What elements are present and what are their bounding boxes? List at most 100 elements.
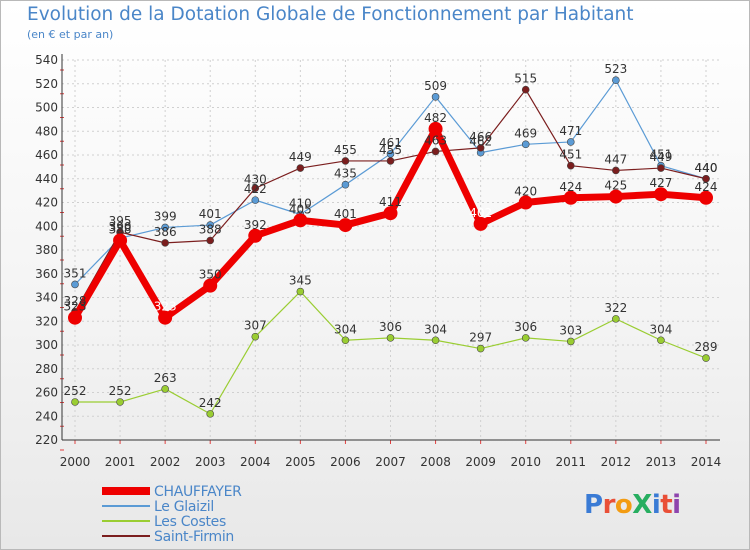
data-label: 509 <box>424 79 447 93</box>
data-label: 289 <box>695 340 718 354</box>
data-label: 440 <box>695 161 718 175</box>
data-point <box>521 140 530 149</box>
data-label: 304 <box>424 322 447 336</box>
data-label: 405 <box>289 202 312 216</box>
data-point <box>161 385 169 393</box>
data-point <box>158 310 173 325</box>
data-label: 424 <box>559 180 582 194</box>
y-tick-label: 340 <box>35 291 58 305</box>
data-point <box>653 187 668 202</box>
legend-label: CHAUFFAYER <box>154 484 242 500</box>
data-point <box>431 147 440 156</box>
data-label: 411 <box>379 195 402 209</box>
y-tick-label: 480 <box>35 124 58 138</box>
data-label: 328 <box>64 294 87 308</box>
data-label: 463 <box>424 133 447 147</box>
data-label: 388 <box>109 223 132 237</box>
data-point <box>341 336 350 345</box>
data-label: 462 <box>469 135 492 149</box>
legend-swatch-les-costes <box>102 520 150 522</box>
data-label: 399 <box>154 209 177 223</box>
data-point <box>612 76 620 84</box>
x-tick-label: 2003 <box>195 455 226 469</box>
y-tick-label: 460 <box>35 148 58 162</box>
x-tick-label: 2000 <box>60 455 91 469</box>
data-point <box>71 280 79 289</box>
data-point <box>338 218 353 233</box>
y-tick-label: 540 <box>35 53 58 67</box>
data-label: 252 <box>109 384 132 398</box>
legend-swatch-le-glaizil <box>102 505 150 507</box>
data-label: 252 <box>64 384 87 398</box>
data-point <box>248 228 263 243</box>
logo-letter: i <box>672 490 681 520</box>
data-point <box>296 287 305 296</box>
x-tick-label: 2013 <box>646 455 677 469</box>
data-point <box>383 206 398 221</box>
data-point <box>116 398 124 406</box>
data-label: 435 <box>334 167 357 181</box>
x-tick-label: 2007 <box>375 455 406 469</box>
data-point <box>566 161 575 170</box>
data-label: 304 <box>334 322 357 336</box>
y-tick-label: 220 <box>35 433 58 447</box>
legend-swatch-chauffayer <box>102 487 150 495</box>
data-point <box>71 398 79 406</box>
data-point <box>657 336 665 345</box>
chart-subtitle: (en € et par an) <box>27 28 114 41</box>
logo-letter: t <box>660 490 673 520</box>
data-point <box>566 337 575 346</box>
data-point <box>563 190 578 205</box>
data-label: 345 <box>289 274 312 288</box>
data-point <box>521 85 530 94</box>
x-tick-label: 2011 <box>556 455 587 469</box>
data-label: 482 <box>424 111 447 125</box>
y-tick-label: 380 <box>35 243 58 257</box>
data-point <box>113 233 128 248</box>
logo-letter: r <box>602 490 616 520</box>
data-label: 386 <box>154 225 177 239</box>
chart-title: Evolution de la Dotation Globale de Fonc… <box>27 4 634 25</box>
data-label: 422 <box>244 182 267 196</box>
data-point <box>251 332 260 341</box>
logo-letter: i <box>651 490 661 520</box>
data-label: 447 <box>604 152 627 166</box>
data-label: 515 <box>514 72 537 86</box>
data-label: 263 <box>154 371 177 385</box>
y-tick-label: 360 <box>35 267 58 281</box>
logo-letter: X <box>632 490 652 520</box>
data-label: 304 <box>649 322 672 336</box>
data-label: 401 <box>199 207 222 221</box>
x-tick-label: 2012 <box>601 455 632 469</box>
data-label: 395 <box>109 214 132 228</box>
data-label: 303 <box>559 323 582 337</box>
y-tick-label: 500 <box>35 101 58 115</box>
data-label: 455 <box>334 143 357 157</box>
data-point <box>293 213 308 228</box>
y-tick-label: 320 <box>35 314 58 328</box>
data-label: 471 <box>559 124 582 138</box>
data-label: 350 <box>199 268 222 282</box>
legend-swatch-saint-firmin <box>102 535 150 537</box>
data-point <box>657 164 665 172</box>
data-point <box>386 334 395 342</box>
data-label: 449 <box>649 150 672 164</box>
data-point <box>612 166 620 175</box>
data-point <box>206 410 215 418</box>
data-label: 427 <box>649 176 672 190</box>
data-point <box>566 138 575 146</box>
y-tick-label: 260 <box>35 386 58 400</box>
legend-label: Les Costes <box>154 514 226 530</box>
data-point <box>702 354 710 362</box>
data-label: 323 <box>154 300 177 314</box>
data-point <box>296 164 305 172</box>
y-tick-label: 520 <box>35 77 58 91</box>
data-label: 322 <box>604 301 627 315</box>
data-point <box>431 336 440 345</box>
data-label: 424 <box>695 180 718 194</box>
data-point <box>251 184 260 193</box>
data-label: 306 <box>379 320 402 334</box>
data-point <box>341 180 350 189</box>
data-label: 455 <box>379 143 402 157</box>
